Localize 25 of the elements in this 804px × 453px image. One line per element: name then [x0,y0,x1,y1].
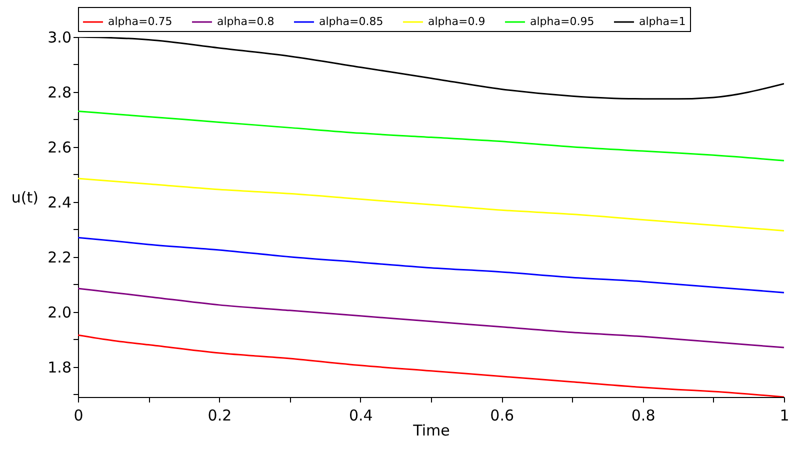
x-tick-label: 0.6 [490,406,514,424]
legend-label: alpha=0.75 [108,15,172,28]
x-tick-label: 0.4 [348,406,373,424]
line-series [78,288,784,348]
x-tick-label: 1 [780,406,790,424]
y-tick-label: 1.8 [48,358,72,376]
y-tick-label: 2.4 [48,193,72,212]
legend-label: alpha=0.8 [217,15,274,28]
legend-label: alpha=0.95 [530,15,594,28]
legend-label: alpha=1 [639,15,686,28]
y-tick-label: 2.0 [48,303,72,322]
x-tick-label: 0.2 [208,406,232,424]
legend-label: alpha=0.85 [319,15,384,28]
line-series [78,178,784,232]
x-tick-label: 0 [74,406,84,424]
y-axis-title: u(t) [11,188,38,206]
line-series [78,110,784,162]
x-axis-title: Time [412,422,450,440]
x-tick-label: 0.8 [631,406,656,424]
y-tick-label: 3.0 [48,28,72,46]
legend-label: alpha=0.9 [428,15,486,28]
y-tick-label: 2.8 [48,83,72,102]
line-series [78,236,784,294]
y-tick-label: 2.2 [48,248,72,266]
y-tick-label: 2.6 [48,138,72,156]
